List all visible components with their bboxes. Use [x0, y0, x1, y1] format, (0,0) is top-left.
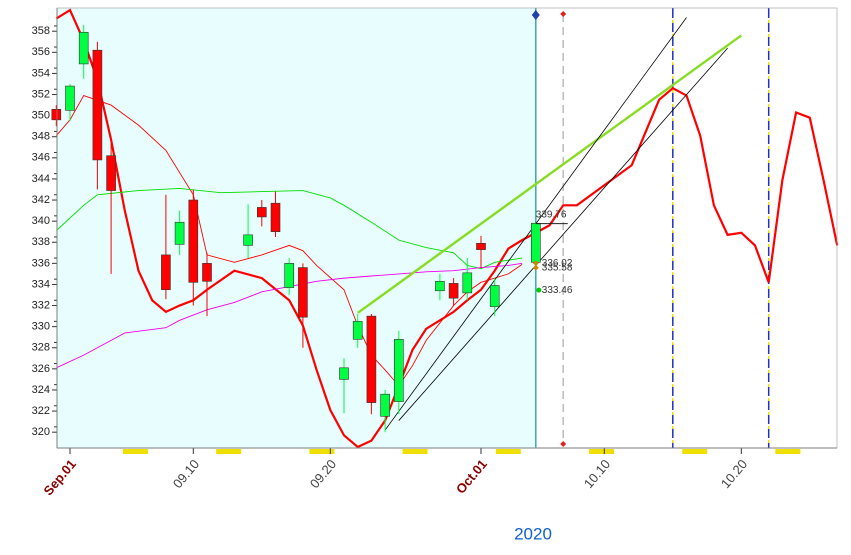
candle-body — [489, 285, 500, 307]
candle-body — [174, 221, 185, 245]
x-axis-label: 2020 — [514, 524, 552, 543]
weekend-marker — [309, 449, 335, 454]
y-tick-label: 356 — [32, 46, 50, 58]
y-tick-label: 340 — [32, 215, 50, 227]
candle-body — [92, 49, 103, 161]
candle-body — [65, 85, 75, 111]
price-label: 339.76 — [536, 209, 567, 220]
candle-body — [202, 263, 212, 282]
candle-body — [448, 283, 459, 299]
candle-body — [188, 199, 199, 283]
plot-border — [56, 7, 838, 449]
y-tick-label: 358 — [32, 25, 50, 37]
candle-body — [270, 202, 281, 232]
last-date-marker — [531, 10, 540, 20]
price-dot — [536, 287, 542, 293]
y-tick-label: 352 — [32, 88, 50, 100]
candle-body — [243, 234, 253, 246]
y-tick-label: 326 — [32, 363, 50, 375]
y-tick-label: 354 — [32, 67, 50, 79]
candle-body — [530, 222, 541, 263]
candle-body — [476, 242, 486, 250]
y-tick-label: 338 — [32, 236, 50, 248]
candle-body — [462, 272, 473, 294]
candle-body — [393, 339, 404, 402]
candle-body — [161, 254, 171, 291]
weekend-marker — [775, 449, 801, 454]
weekend-marker — [123, 449, 148, 454]
indicator-line — [356, 34, 743, 314]
y-tick-label: 342 — [32, 194, 50, 206]
weekend-marker — [589, 449, 614, 454]
weekend-marker — [216, 449, 242, 454]
weekend-marker — [682, 449, 708, 454]
y-tick-label: 346 — [32, 152, 50, 164]
candle-body — [51, 108, 62, 121]
history-background — [57, 8, 536, 448]
price-label: 333.46 — [542, 285, 573, 296]
indicator-line — [55, 8, 839, 449]
y-tick-label: 350 — [32, 110, 50, 122]
candle-body — [298, 267, 308, 318]
price-label: 335.58 — [542, 262, 573, 273]
x-tick-label: Sep.01 — [40, 456, 78, 498]
candle-body — [256, 207, 267, 218]
candle-body — [284, 263, 295, 288]
x-tick-label: Oct.01 — [453, 456, 490, 496]
y-tick-label: 344 — [32, 173, 50, 185]
x-tick-label: 10.10 — [581, 456, 613, 491]
indicator-line — [55, 187, 523, 270]
weekend-marker — [495, 449, 521, 454]
y-tick-label: 322 — [32, 405, 50, 417]
candle-body — [366, 315, 377, 403]
indicator-line — [398, 47, 728, 421]
candle-body — [339, 367, 349, 380]
y-tick-label: 320 — [32, 426, 50, 438]
x-tick-label: 09.10 — [170, 456, 202, 491]
candle-body — [106, 155, 116, 191]
y-tick-label: 348 — [32, 131, 50, 143]
candle-body — [78, 31, 89, 65]
price-label: 336.02 — [542, 258, 573, 269]
forecast-marker-dot — [560, 441, 567, 447]
price-marker — [532, 264, 539, 271]
forecast-marker-dot — [560, 11, 567, 17]
y-tick-label: 328 — [32, 342, 50, 354]
candle-body — [435, 280, 445, 292]
y-tick-label: 332 — [32, 299, 50, 311]
x-tick-label: 09.20 — [307, 456, 339, 491]
candle-body — [352, 321, 363, 340]
price-marker — [532, 260, 539, 267]
y-tick-label: 330 — [32, 321, 50, 333]
y-tick-label: 334 — [32, 278, 50, 290]
candle-body — [380, 393, 390, 417]
y-tick-label: 324 — [32, 384, 50, 396]
x-tick-label: 10.20 — [718, 456, 750, 491]
y-tick-label: 336 — [32, 257, 50, 269]
weekend-marker — [402, 449, 428, 454]
